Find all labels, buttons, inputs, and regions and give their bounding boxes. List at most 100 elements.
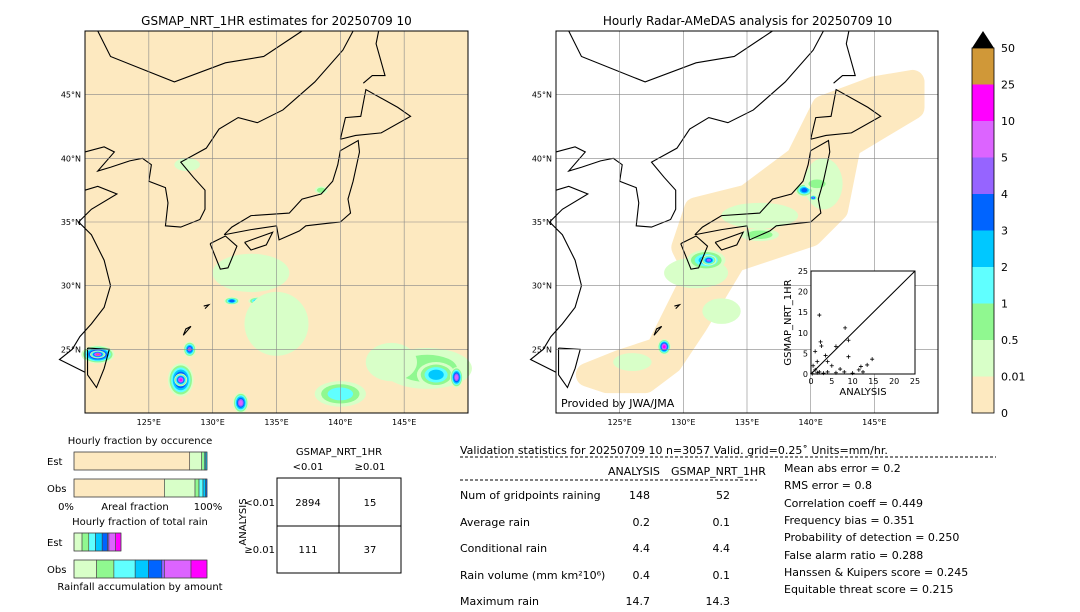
coastline [555,30,824,228]
coastline [694,139,831,241]
score-line: False alarm ratio = 0.288 [784,548,924,562]
scatter-point [819,343,824,348]
stats-gsmap-value: 14.3 [705,595,731,608]
bar-segment [194,478,200,498]
scatter-x-tick: 10 [848,377,858,386]
coastline [653,325,663,336]
score-line: Equitable threat score = 0.215 [784,583,954,597]
stats-row-label: Rain volume (mm km²10⁶) [460,568,606,582]
lon-tick-label: 125°E [608,418,632,427]
score-line: Frequency bias = 0.351 [784,513,915,527]
credit: Provided by JWA/JMA [561,397,675,410]
contingency-table: GSMAP_NRT_1HR<0.01 ≥0.01<0.01≥0.01ANALYSI… [238,447,402,574]
rain-area [238,400,243,406]
scatter-point [861,369,865,374]
scatter-point [813,367,818,372]
coastline [339,88,412,140]
coastline [244,231,274,251]
coastline [97,30,303,83]
stats-analysis-value: 0.4 [632,568,651,582]
scatter-point [811,363,816,368]
colorbar-label: 0.5 [1001,334,1019,347]
rain-area [365,342,417,382]
stats-col-analysis: ANALYSIS [608,465,660,478]
rain-area [179,378,183,382]
scatter-point [865,362,870,367]
lon-tick-label: 140°E [799,418,823,427]
bar-row-label: Obs [47,484,66,495]
diagonal-line [810,270,916,375]
right-map-title: Hourly Radar-AMeDAS analysis for 2025070… [602,14,893,28]
lat-tick-label: 35°N [61,218,81,227]
coastline [182,325,192,336]
colorbar-label: 3 [1001,225,1008,238]
scatter-point [823,353,828,358]
table-row-title: ANALYSIS [238,498,249,545]
scatter-point [829,363,834,368]
colorbar-segment [972,340,994,377]
stats-analysis-value: 148 [629,489,650,502]
lat-tick-label: 45°N [61,91,81,100]
colorbar-label: 4 [1001,188,1008,201]
bar-segment [73,478,165,498]
bar-segment [88,532,96,552]
rain-area [428,369,444,380]
lat-tick-label: 45°N [532,91,552,100]
scatter-x-tick: 15 [868,377,878,386]
colorbar-segment [972,194,994,231]
table-col-label: ≥0.01 [355,462,386,473]
bar-frame [73,451,208,471]
scatter-point [821,371,826,376]
colorbar-label: 25 [1001,79,1015,92]
table-row-label: ≥0.01 [244,545,275,556]
colorbar-label: 0.01 [1001,371,1026,384]
bar-segment [202,478,206,498]
stats-col-gsmap: GSMAP_NRT_1HR [671,465,766,478]
coastline [84,30,354,228]
lon-tick-label: 130°E [201,418,225,427]
rain-area [613,353,652,372]
lat-tick-label: 40°N [61,154,81,163]
scatter-point [815,370,820,375]
bar-segment [96,559,115,579]
occurrence-fraction: Hourly fraction by occurence Est Obs 0% Area… [47,436,222,513]
coastline [362,30,386,84]
stats-header: Validation statistics for 20250709 10 n=… [460,444,888,457]
rain-area [808,179,826,189]
lat-tick-label: 30°N [532,282,552,291]
bar-segment [73,559,97,579]
scatter-xlabel: ANALYSIS [839,387,886,398]
bar-segment [81,532,90,552]
colorbar-label: 0 [1001,407,1008,420]
scatter-point [815,359,820,364]
scatter-x-tick: 5 [829,377,834,386]
scatter-x-tick: 0 [808,377,813,386]
colorbar-segment [972,376,994,413]
coastline [203,303,211,309]
scatter-point [846,338,851,343]
rain-area [229,299,235,303]
rain-area [801,188,808,193]
colorbar-segment [972,157,994,194]
colorbar-label: 50 [1001,42,1015,55]
score-line: RMS error = 0.8 [784,479,872,493]
scatter-ylabel: GSMAP_NRT_1HR [783,279,794,365]
bar-segment [73,532,83,552]
left-map-title: GSMAP_NRT_1HR estimates for 20250709 10 [141,14,412,28]
rain-area [702,298,741,324]
total-rain-fraction: Hourly fraction of total rain Est Obs Rainf… [47,517,223,593]
score-line: Probability of detection = 0.250 [784,531,960,545]
bar-segment [73,451,191,471]
total-rain-fraction-title: Hourly fraction of total rain [72,517,208,528]
table-cell: 2894 [295,498,320,509]
scatter-x-tick: 20 [889,377,899,386]
table-row-label: <0.01 [244,498,275,509]
rain-area [174,158,200,172]
scatter-point [818,339,823,344]
coastline [209,235,238,270]
bar-segment [190,559,208,579]
colorbar-segment [972,267,994,304]
coastline [674,303,682,309]
rain-area [812,197,815,199]
